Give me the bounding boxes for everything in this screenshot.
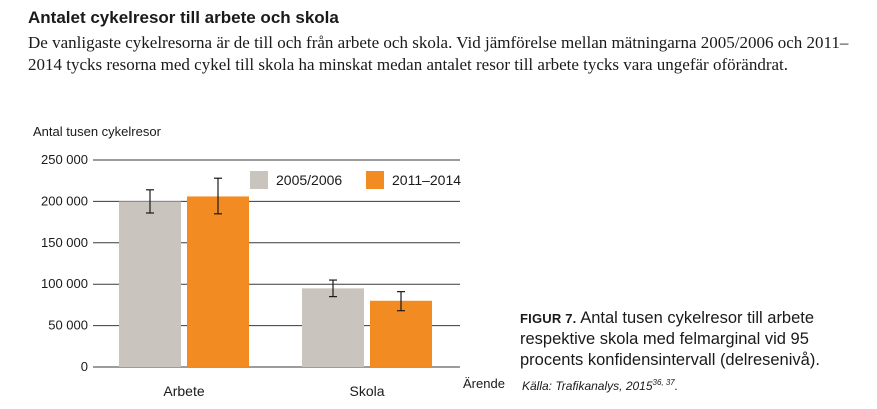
y-tick-label: 150 000	[41, 235, 88, 250]
source-end: .	[674, 379, 679, 393]
y-tick-label: 50 000	[48, 318, 88, 333]
y-tick-label: 0	[81, 359, 88, 374]
legend-swatch	[250, 171, 268, 189]
x-tick-label: Arbete	[163, 383, 204, 399]
bar	[370, 300, 432, 367]
chart-description: De vanligaste cykelresorna är de till oc…	[28, 33, 849, 74]
y-tick-label: 100 000	[41, 276, 88, 291]
x-axis-label: Ärende	[463, 376, 505, 391]
figure-label: FIGUR 7.	[520, 311, 577, 326]
y-tick-label: 250 000	[41, 152, 88, 167]
legend: 2005/2006 2011–2014	[250, 171, 461, 189]
bar	[187, 196, 249, 367]
error-bars	[146, 177, 405, 312]
bar	[119, 201, 181, 367]
figure-caption: FIGUR 7. Antal tusen cykelresor till arb…	[520, 308, 870, 371]
legend-label: 2011–2014	[392, 172, 461, 188]
bar	[302, 288, 364, 367]
y-tick-labels: 0 50 000 100 000 150 000 200 000 250 000	[41, 152, 88, 374]
legend-swatch	[366, 171, 384, 189]
x-tick-label: Skola	[349, 383, 384, 399]
y-axis-label: Antal tusen cykelresor	[33, 124, 162, 139]
source-text: Källa: Trafikanalys, 2015	[522, 379, 653, 393]
legend-label: 2005/2006	[276, 172, 342, 188]
chart-title: Antalet cykelresor till arbete och skola	[28, 8, 339, 27]
bars	[119, 196, 432, 367]
source-refs: 36, 37	[652, 378, 675, 387]
x-tick-labels: Arbete Skola	[163, 383, 384, 399]
source-note: Källa: Trafikanalys, 201536, 37.	[522, 378, 678, 393]
figure-caption-text: Antal tusen cykelresor till arbete respe…	[520, 309, 820, 369]
bar-chart: Antal tusen cykelresor 0 50 000 100 000 150…	[33, 124, 505, 399]
y-tick-label: 200 000	[41, 193, 88, 208]
